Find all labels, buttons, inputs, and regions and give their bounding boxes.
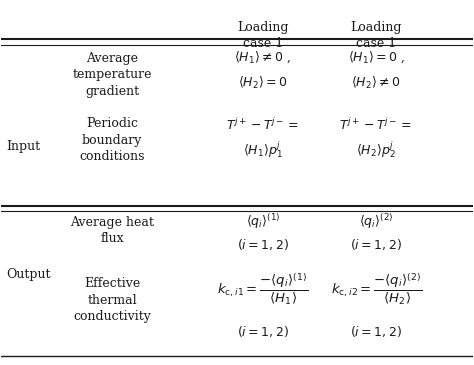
Text: $T^{j+}-T^{j-}=$: $T^{j+}-T^{j-}=$ (339, 117, 412, 133)
Text: $\langle H_1\rangle = 0$ ,: $\langle H_1\rangle = 0$ , (347, 50, 404, 65)
Text: Average heat
flux: Average heat flux (70, 216, 154, 245)
Text: Average
temperature
gradient: Average temperature gradient (73, 51, 152, 97)
Text: $(i=1,2)$: $(i=1,2)$ (350, 237, 402, 251)
Text: $\langle H_2\rangle \neq 0$: $\langle H_2\rangle \neq 0$ (351, 75, 401, 91)
Text: Periodic
boundary
conditions: Periodic boundary conditions (79, 117, 145, 163)
Text: $T^{j+}-T^{j-}=$: $T^{j+}-T^{j-}=$ (227, 117, 300, 133)
Text: Input: Input (6, 140, 40, 153)
Text: Effective
thermal
conductivity: Effective thermal conductivity (73, 277, 151, 323)
Text: Loading
case 1: Loading case 1 (237, 21, 289, 50)
Text: $\langle H_2\rangle = 0$: $\langle H_2\rangle = 0$ (238, 75, 288, 91)
Text: $\langle H_2\rangle p_2^j$: $\langle H_2\rangle p_2^j$ (356, 139, 396, 160)
Text: $k_{\mathrm{c},i1}=\dfrac{-\langle q_i\rangle^{(1)}}{\langle H_1\rangle}$: $k_{\mathrm{c},i1}=\dfrac{-\langle q_i\r… (218, 272, 309, 307)
Text: $k_{\mathrm{c},i2}=\dfrac{-\langle q_i\rangle^{(2)}}{\langle H_2\rangle}$: $k_{\mathrm{c},i2}=\dfrac{-\langle q_i\r… (330, 272, 421, 307)
Text: $(i=1,2)$: $(i=1,2)$ (237, 237, 289, 251)
Text: $\langle H_1\rangle p_1^j$: $\langle H_1\rangle p_1^j$ (243, 139, 283, 160)
Text: Loading
case 1: Loading case 1 (350, 21, 402, 50)
Text: $\langle H_1\rangle \neq 0$ ,: $\langle H_1\rangle \neq 0$ , (235, 50, 292, 65)
Text: $(i=1,2)$: $(i=1,2)$ (350, 324, 402, 339)
Text: $\langle q_i\rangle^{(1)}$: $\langle q_i\rangle^{(1)}$ (246, 212, 280, 231)
Text: Output: Output (6, 268, 51, 281)
Text: $(i=1,2)$: $(i=1,2)$ (237, 324, 289, 339)
Text: $\langle q_i\rangle^{(2)}$: $\langle q_i\rangle^{(2)}$ (359, 212, 393, 231)
